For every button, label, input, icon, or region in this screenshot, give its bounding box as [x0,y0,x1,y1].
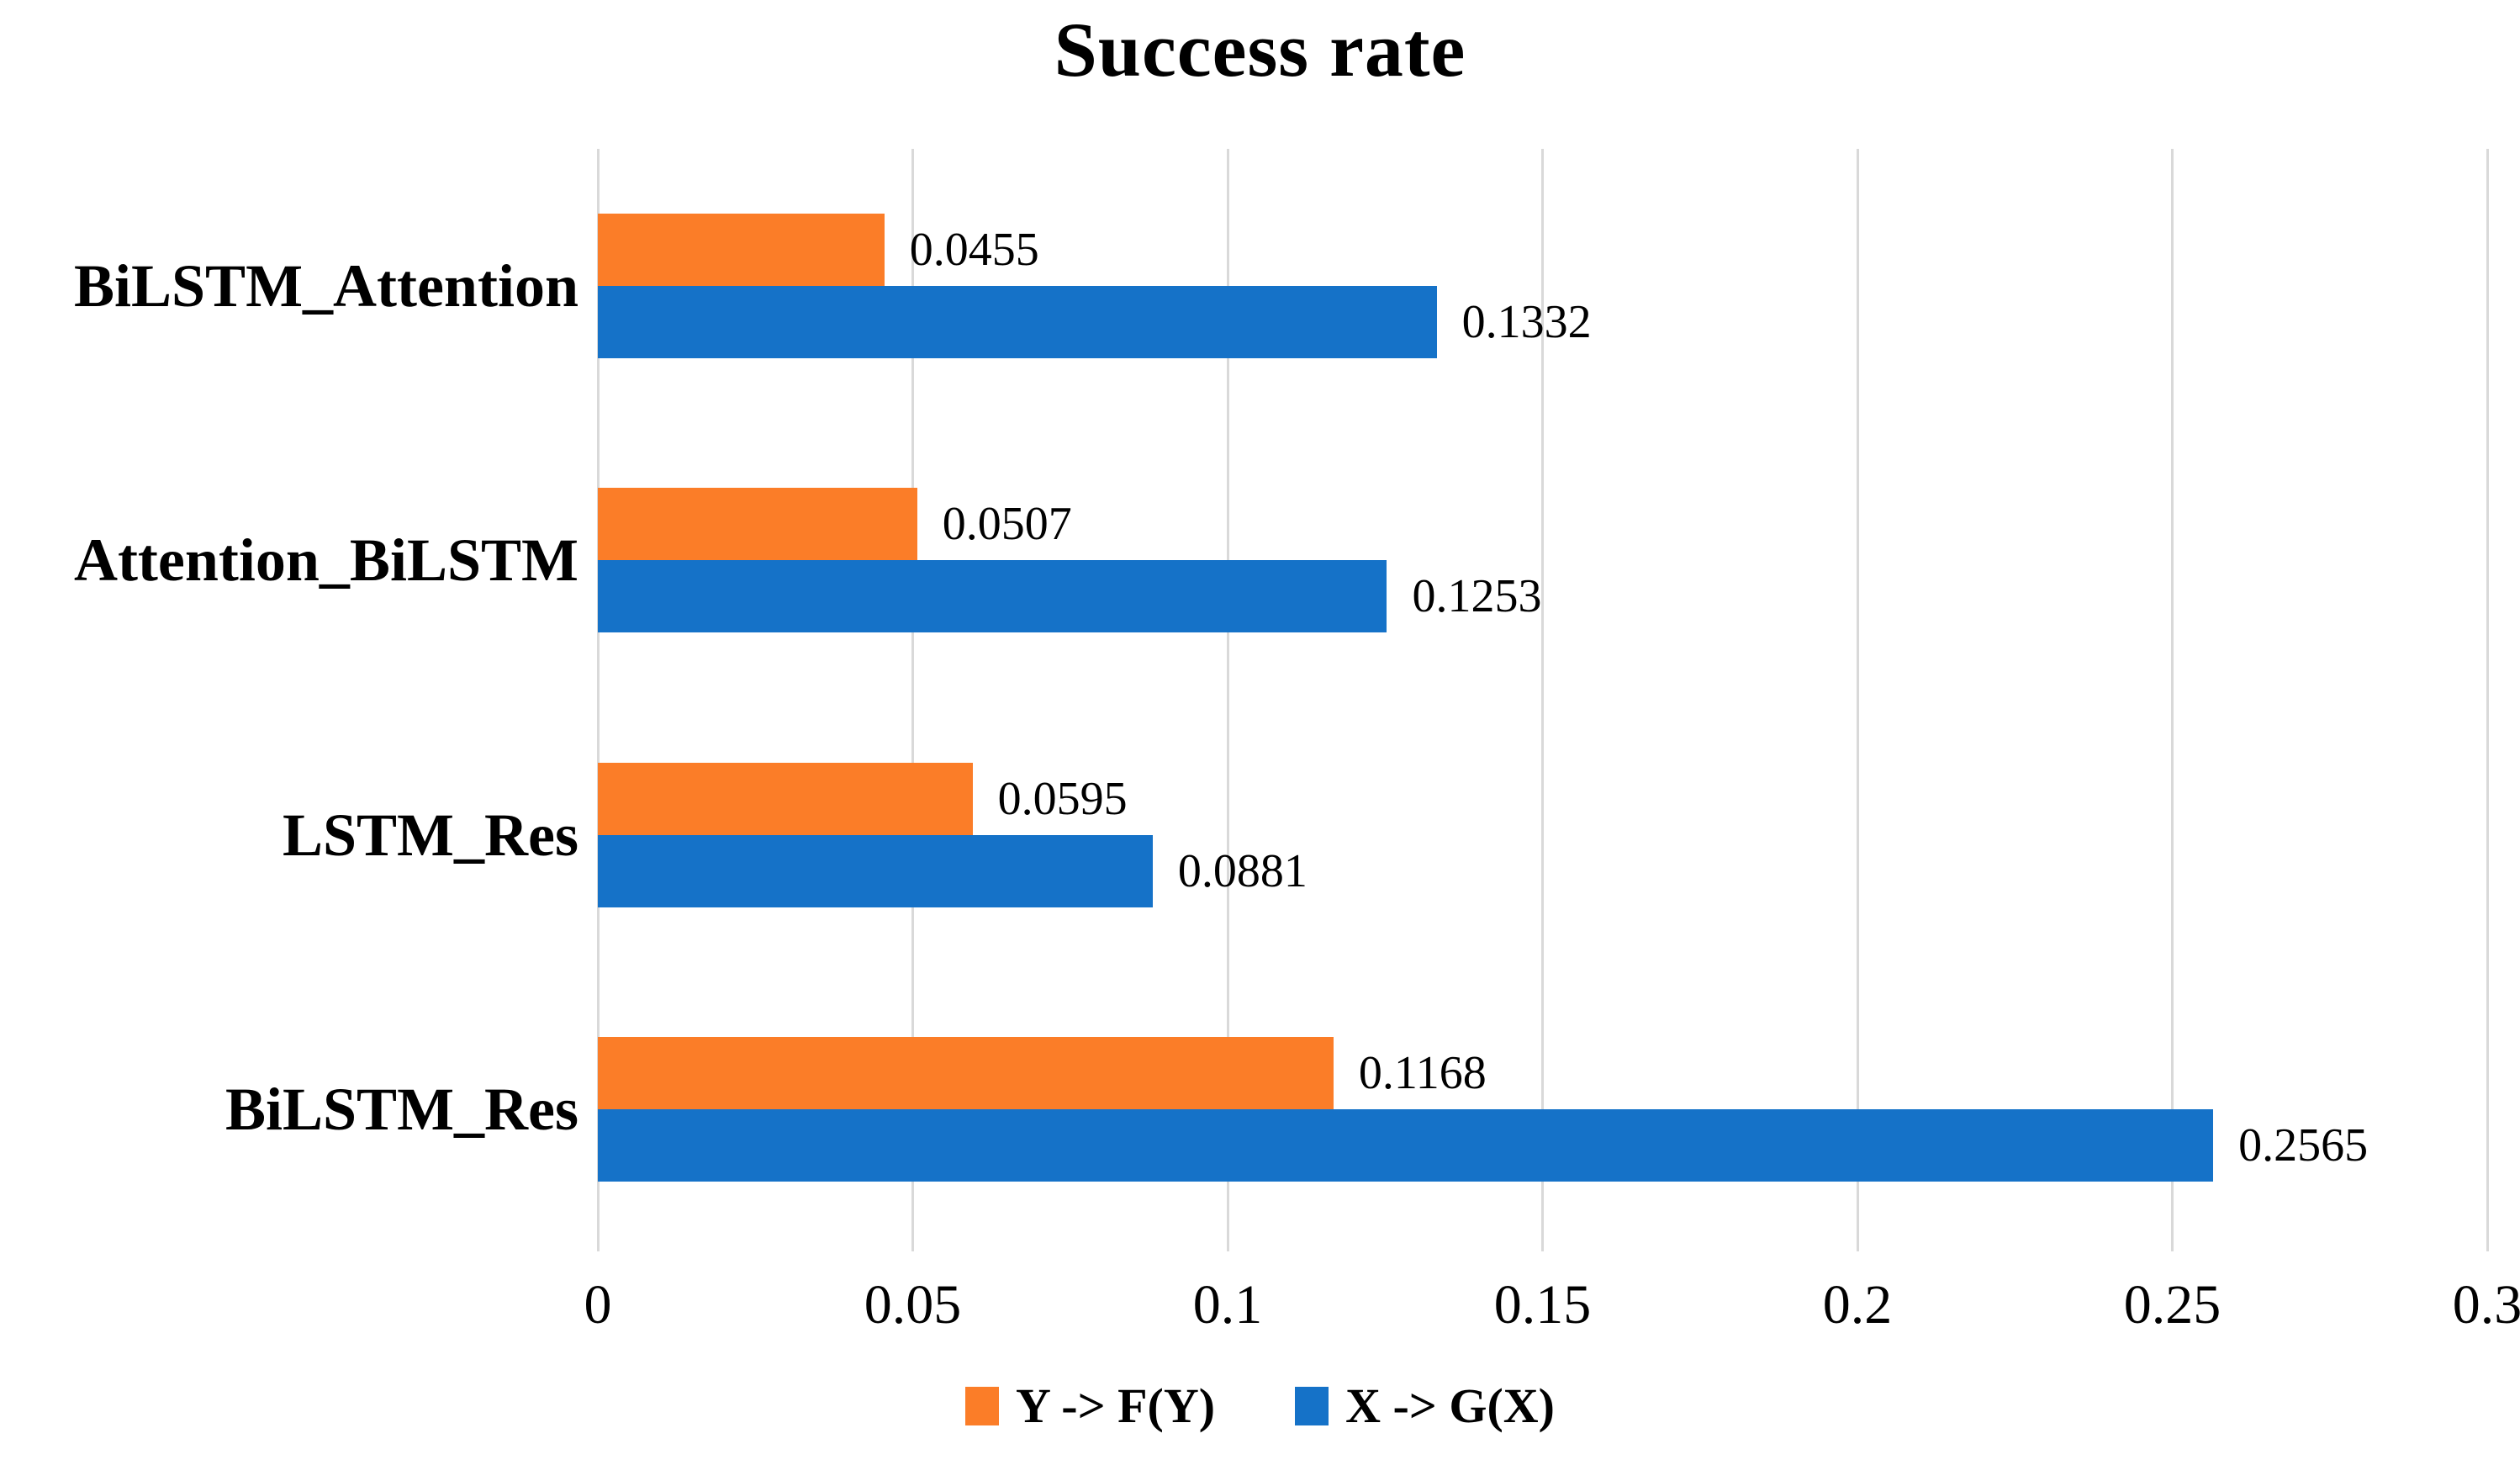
bar [598,834,1153,907]
legend-label-series-1: Y -> F(Y) [1016,1378,1216,1433]
bar [598,560,1387,633]
legend: Y -> F(Y) X -> G(X) [0,1378,2520,1434]
bar [598,1108,2214,1182]
value-label: 0.0881 [1177,844,1308,897]
bar [598,762,973,835]
legend-item-series-1: Y -> F(Y) [965,1378,1215,1434]
gridline [2171,149,2174,1251]
legend-item-series-2: X -> G(X) [1295,1378,1555,1434]
x-tick-label: 0.1 [1192,1274,1263,1335]
x-tick-label: 0.2 [1822,1274,1893,1335]
value-label: 0.1253 [1412,570,1542,623]
gridline [596,149,600,1251]
legend-swatch-orange [965,1386,1000,1425]
category-label: Attention_BiLSTM [73,526,578,595]
value-label: 0.2565 [2238,1119,2369,1171]
chart-title: Success rate [1054,7,1466,93]
x-tick-label: 0.25 [2123,1274,2222,1335]
x-tick-label: 0.05 [864,1274,962,1335]
bar [598,488,917,561]
gridline [911,149,914,1251]
bar [598,214,885,286]
gridline [2486,149,2489,1251]
x-tick-label: 0.15 [1493,1274,1592,1335]
x-tick-label: 0 [584,1274,612,1335]
value-label: 0.0507 [942,498,1072,551]
gridline [1541,149,1544,1251]
legend-label-series-2: X -> G(X) [1345,1378,1555,1433]
category-label: LSTM_Res [282,801,578,869]
bar [598,286,1437,358]
value-label: 0.1332 [1461,296,1592,348]
value-label: 0.0455 [909,224,1039,276]
x-tick-label: 0.3 [2452,1274,2520,1335]
value-label: 0.0595 [997,772,1128,825]
bar [598,1036,1334,1109]
category-label: BiLSTM_Attention [73,252,578,320]
category-label: BiLSTM_Res [225,1075,578,1143]
legend-swatch-blue [1295,1386,1329,1425]
gridline [1856,149,1859,1251]
value-label: 0.1168 [1358,1046,1487,1099]
gridline [1226,149,1229,1251]
